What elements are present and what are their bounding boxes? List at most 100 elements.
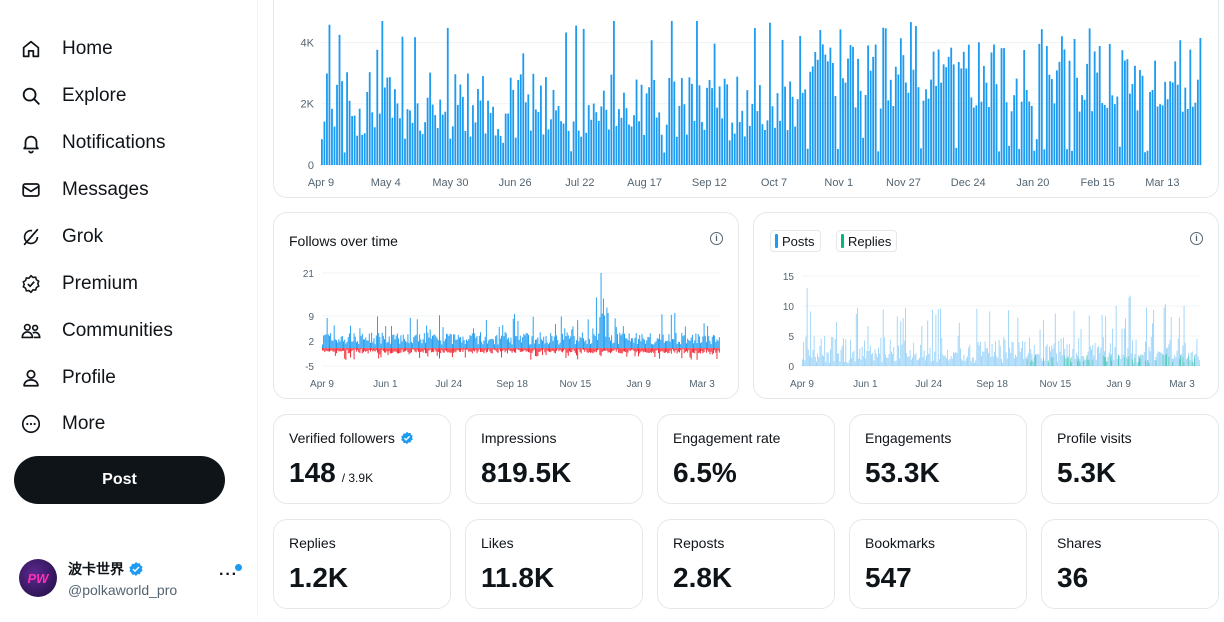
- unfollows-bar: [613, 348, 615, 351]
- impressions-bar: [446, 27, 449, 165]
- nav-profile[interactable]: Profile: [14, 358, 234, 398]
- unfollows-bar: [663, 348, 665, 353]
- stat-card-shares[interactable]: Shares 36: [1041, 519, 1219, 609]
- posts-bar: [1174, 355, 1176, 366]
- post-button[interactable]: Post: [14, 456, 225, 504]
- stat-card-verified-followers[interactable]: Verified followers 148/ 3.9K: [273, 414, 451, 504]
- stat-card-profile-visits[interactable]: Profile visits 5.3K: [1041, 414, 1219, 504]
- account-switcher[interactable]: PW 波卡世界 @polkaworld_pro ···: [14, 552, 246, 604]
- posts-bar: [1019, 351, 1021, 366]
- impressions-bar: [1096, 72, 1099, 165]
- posts-bar: [943, 356, 945, 366]
- posts-bar: [817, 353, 819, 366]
- unfollows-bar: [341, 348, 343, 351]
- account-more-icon[interactable]: ···: [219, 566, 238, 583]
- follows-bar: [420, 339, 422, 349]
- nav-grok[interactable]: Grok: [14, 217, 234, 257]
- stat-card-replies[interactable]: Replies 1.2K: [273, 519, 451, 609]
- posts-bar: [1101, 314, 1103, 366]
- follows-bar: [691, 334, 693, 349]
- unfollows-bar: [635, 348, 637, 353]
- posts-bar: [1195, 354, 1197, 366]
- posts-bar: [820, 338, 822, 366]
- legend-replies-label: Replies: [848, 233, 892, 249]
- posts-bar: [1066, 344, 1068, 366]
- replies-bar: [1147, 360, 1149, 366]
- unfollows-bar: [512, 348, 514, 352]
- impressions-bar: [550, 119, 552, 165]
- posts-bar: [1121, 328, 1123, 366]
- unfollows-bar: [660, 348, 662, 352]
- follows-bar: [434, 334, 436, 349]
- unfollows-bar: [641, 348, 643, 351]
- impressions-bar: [368, 72, 371, 165]
- impressions-bar: [703, 129, 706, 165]
- unfollows-bar: [583, 348, 584, 350]
- posts-bar: [934, 351, 936, 366]
- stat-card-reposts[interactable]: Reposts 2.8K: [657, 519, 835, 609]
- follows-bar: [580, 338, 582, 349]
- stat-card-engagements[interactable]: Engagements 53.3K: [849, 414, 1027, 504]
- follows-bar: [624, 333, 625, 349]
- impressions-bar: [406, 109, 409, 165]
- impressions-bar: [660, 134, 663, 165]
- unfollows-bar: [447, 348, 449, 353]
- follows-bar: [421, 343, 423, 349]
- unfollows-bar: [361, 348, 363, 354]
- follows-bar: [717, 340, 719, 349]
- impressions-bar: [416, 103, 419, 165]
- legend-posts[interactable]: Posts: [770, 230, 821, 252]
- follows-bar: [679, 341, 680, 349]
- stat-card-engagement-rate[interactable]: Engagement rate 6.5%: [657, 414, 835, 504]
- legend-replies[interactable]: Replies: [836, 230, 898, 252]
- posts-bar: [849, 339, 851, 366]
- unfollows-bar: [636, 348, 638, 352]
- replies-bar: [1066, 357, 1068, 366]
- posts-bar: [873, 360, 875, 366]
- follows-bar: [399, 343, 401, 349]
- impressions-bar: [904, 82, 907, 165]
- stat-card-impressions[interactable]: Impressions 819.5K: [465, 414, 643, 504]
- unfollows-bar: [559, 348, 561, 350]
- nav-premium[interactable]: Premium: [14, 264, 234, 304]
- impressions-bar: [756, 111, 759, 165]
- posts-bar: [927, 320, 929, 366]
- nav-communities[interactable]: Communities: [14, 311, 234, 351]
- nav-home[interactable]: Home: [14, 29, 234, 69]
- impressions-bar: [731, 122, 734, 165]
- posts-bar: [1061, 355, 1063, 366]
- follows-bar: [373, 338, 375, 349]
- posts-bar: [1020, 348, 1022, 366]
- follows-bar: [718, 337, 720, 349]
- nav-messages[interactable]: Messages: [14, 170, 234, 210]
- posts-bar: [1107, 356, 1109, 366]
- impressions-bar: [683, 104, 686, 165]
- stat-card-bookmarks[interactable]: Bookmarks 547: [849, 519, 1027, 609]
- impressions-bar: [645, 93, 648, 165]
- nav-notifications[interactable]: Notifications: [14, 123, 234, 163]
- posts-bar: [1050, 351, 1052, 366]
- unfollows-bar: [677, 348, 679, 352]
- posts-bar: [956, 353, 958, 366]
- posts-bar: [1046, 344, 1048, 366]
- posts-bar: [895, 360, 897, 366]
- posts-bar: [869, 345, 871, 366]
- impressions-bar: [665, 124, 668, 165]
- info-icon[interactable]: i: [710, 232, 723, 245]
- impressions-bar: [351, 116, 354, 165]
- impressions-bar: [424, 122, 427, 165]
- nav-more[interactable]: More: [14, 404, 234, 444]
- stat-card-likes[interactable]: Likes 11.8K: [465, 519, 643, 609]
- follows-bar: [511, 344, 513, 349]
- follows-bar: [552, 341, 554, 349]
- posts-bar: [995, 341, 997, 366]
- impressions-bar: [789, 81, 792, 165]
- follows-bar: [621, 333, 623, 349]
- unfollows-bar: [694, 348, 696, 354]
- unfollows-bar: [607, 348, 609, 353]
- unfollows-bar: [433, 348, 435, 353]
- info-icon[interactable]: i: [1190, 232, 1203, 245]
- nav-explore[interactable]: Explore: [14, 76, 234, 116]
- unfollows-bar: [666, 348, 668, 352]
- unfollows-bar: [454, 348, 456, 352]
